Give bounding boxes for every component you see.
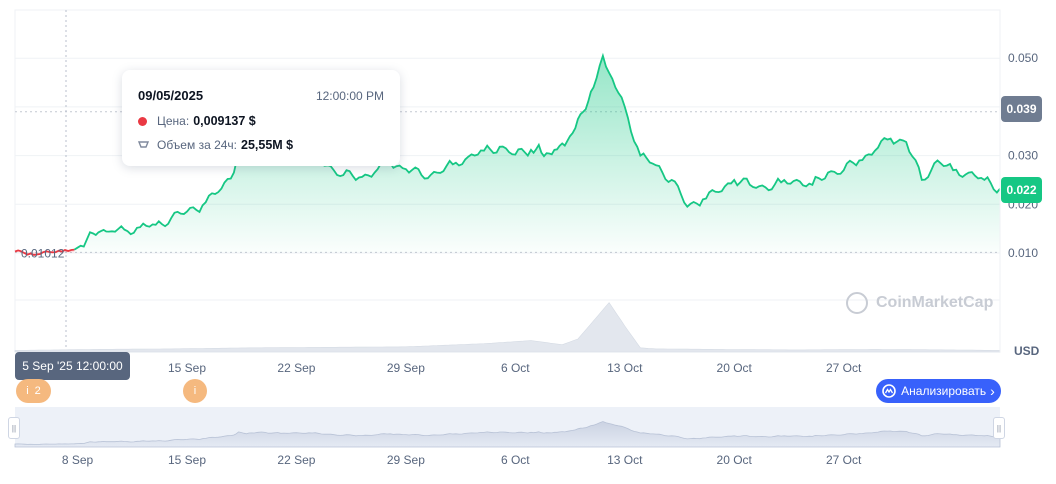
coinmarketcap-icon (882, 384, 896, 398)
tooltip-price-row: Цена: 0,009137 $ (138, 114, 256, 128)
tooltip-time: 12:00:00 PM (315, 89, 384, 103)
x-tick-label: 27 Oct (826, 361, 862, 375)
navigator-tick-label: 22 Sep (277, 453, 315, 467)
chevron-right-icon: › (990, 383, 995, 399)
y-tick-label: 0.030 (1008, 149, 1038, 163)
crosshair-date-label: 5 Sep '25 12:00:00 (15, 352, 130, 380)
event-marker[interactable]: i (183, 379, 207, 403)
volume-area (14, 302, 1001, 353)
x-tick-label: 29 Sep (387, 361, 425, 375)
volume-series (14, 302, 1001, 353)
price-dot-icon (138, 116, 147, 126)
x-axis: 15 Sep 22 Sep 29 Sep 6 Oct 13 Oct 20 Oct 27 Oc… (168, 361, 862, 375)
info-icon: i (26, 385, 29, 397)
navigator-tick-label: 29 Sep (387, 453, 425, 467)
event-count: 2 (34, 385, 41, 397)
navigator-tick-label: 15 Sep (168, 453, 206, 467)
x-tick-label: 15 Sep (168, 361, 206, 375)
tooltip-volume-value: 25,55M $ (241, 138, 294, 152)
x-tick-label: 13 Oct (607, 361, 643, 375)
tooltip-date: 09/05/2025 (138, 88, 204, 103)
coinmarketcap-logo-icon (846, 292, 868, 314)
info-icon: i (193, 385, 197, 397)
navigator-right-handle[interactable]: || (993, 417, 1005, 439)
event-marker-group[interactable]: i 2 (16, 379, 51, 403)
high-price-badge: 0.039 (1001, 96, 1042, 122)
baseline-label: 0.01012 (21, 246, 65, 260)
hover-tooltip: 09/05/2025 12:00:00 PM Цена: 0,009137 $ … (122, 70, 400, 166)
analyze-label: Анализировать (901, 384, 987, 398)
y-tick-label: 0.050 (1008, 51, 1038, 65)
navigator-tick-label: 27 Oct (826, 453, 862, 467)
tooltip-price-label: Цена: (157, 114, 190, 128)
range-navigator[interactable] (14, 407, 1001, 448)
navigator-tick-label: 6 Oct (501, 453, 530, 467)
price-area (74, 55, 1000, 253)
analyze-button[interactable]: Анализировать › (876, 379, 1001, 403)
volume-icon (138, 140, 149, 148)
price-line-up (73, 52, 1001, 251)
navigator-axis: 8 Sep 15 Sep 22 Sep 29 Sep 6 Oct 13 Oct 20 Oct… (62, 453, 862, 467)
navigator-tick-label: 8 Sep (62, 453, 94, 467)
navigator-tick-label: 13 Oct (607, 453, 643, 467)
x-tick-label: 20 Oct (717, 361, 753, 375)
watermark: CoinMarketCap (846, 292, 993, 314)
price-series (14, 52, 1001, 256)
price-line-down (14, 248, 75, 256)
x-tick-label: 22 Sep (277, 361, 315, 375)
watermark-text: CoinMarketCap (876, 294, 994, 311)
navigator-left-handle[interactable]: || (8, 417, 20, 439)
tooltip-volume-label: Объем за 24ч: (157, 138, 238, 152)
x-tick-label: 6 Oct (501, 361, 530, 375)
tooltip-volume-row: Объем за 24ч: 25,55M $ (138, 138, 293, 152)
navigator-series (14, 421, 1001, 448)
y-tick-label: 0.010 (1008, 246, 1038, 260)
navigator-tick-label: 20 Oct (717, 453, 753, 467)
tooltip-price-value: 0,009137 $ (193, 114, 256, 128)
current-price-badge: 0.022 (1001, 177, 1042, 203)
currency-label: USD (1014, 344, 1040, 358)
